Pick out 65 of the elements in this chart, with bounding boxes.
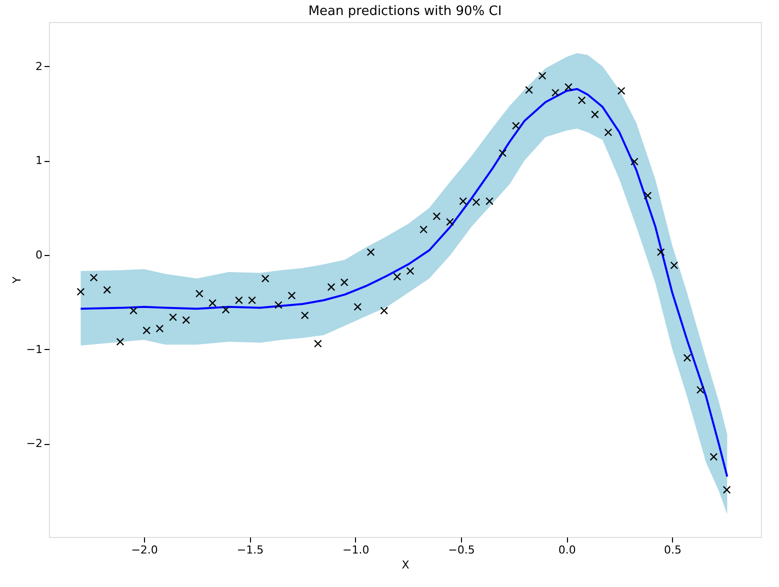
point [314,340,322,348]
x-tick-label: 0.5 [664,544,682,556]
point [604,128,612,136]
point [578,96,586,104]
point [288,292,296,300]
point [300,311,309,320]
x-tick-label: 0.0 [558,544,576,556]
point [380,306,388,315]
point [696,386,704,394]
point [525,86,533,94]
y-tick-label: 2 [36,60,42,73]
point [630,158,638,166]
line-series [80,88,728,478]
x-tick-label: −0.5 [448,544,475,556]
point [234,296,243,304]
point [76,288,85,296]
point [182,316,190,324]
x-tick-label: −1.0 [342,544,370,556]
point [670,261,678,270]
point [644,192,652,200]
point [340,278,348,286]
point [130,306,138,315]
point [486,197,494,206]
point [710,452,718,461]
point [683,354,692,362]
point [90,274,98,282]
y-axis-title: Y [10,276,24,284]
point [512,122,520,130]
point [432,212,441,220]
point [420,226,428,234]
point [406,267,414,275]
point [208,299,216,308]
point [393,272,402,281]
point [274,301,282,309]
x-tick-label: −1.5 [236,544,264,556]
x-axis-title: X [402,558,410,572]
x-tick-label: −2.0 [131,544,158,556]
point [617,86,626,95]
point [248,296,256,304]
point [195,290,204,298]
point [446,218,454,226]
point [261,274,270,283]
point [538,72,546,80]
point [722,486,731,494]
point [327,283,336,291]
point [366,248,375,256]
point [564,83,572,92]
point [472,198,480,206]
point [551,88,560,97]
point [116,338,124,346]
chart-title: Mean predictions with 90% CI [308,4,502,19]
point [169,313,177,322]
point [498,149,507,158]
y-tick-label: −1 [26,342,42,356]
point [103,286,112,294]
point [222,306,230,314]
y-tick-label: 0 [36,248,42,262]
y-tick-label: −2 [26,437,42,450]
point [656,248,665,256]
point [354,302,362,311]
point [590,110,599,118]
point [459,197,468,206]
point [156,324,164,332]
y-tick-label: 1 [36,154,42,168]
point [142,326,151,334]
